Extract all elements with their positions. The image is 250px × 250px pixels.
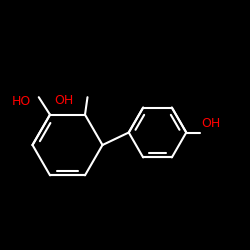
Text: OH: OH [202, 117, 221, 130]
Text: OH: OH [54, 94, 74, 106]
Text: HO: HO [12, 95, 31, 108]
